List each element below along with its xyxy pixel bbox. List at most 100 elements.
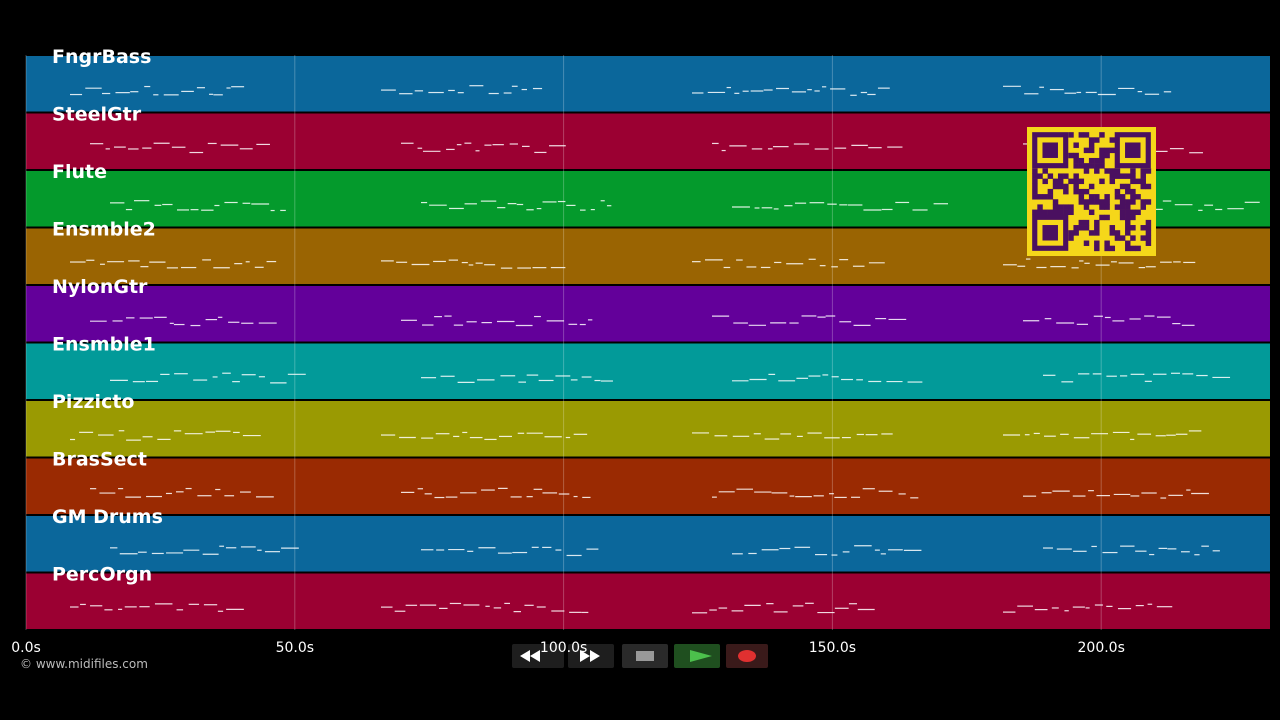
qr-finder: [1032, 214, 1069, 251]
qr-module: [1057, 183, 1064, 190]
qr-module: [1032, 168, 1038, 174]
qr-module: [1078, 199, 1085, 205]
qr-module: [1088, 199, 1095, 205]
qr-module: [1114, 204, 1121, 210]
track-lane: [26, 516, 1270, 572]
qr-module: [1130, 173, 1136, 179]
qr-module: [1125, 230, 1131, 236]
qr-module: [1052, 183, 1059, 190]
qr-module: [1140, 204, 1146, 210]
qr-module: [1068, 178, 1074, 185]
qr-module: [1104, 214, 1110, 221]
qr-module: [1109, 225, 1116, 231]
qr-module: [1099, 204, 1105, 210]
qr-module: [1063, 209, 1069, 216]
qr-module: [1130, 178, 1136, 185]
qr-module: [1037, 194, 1043, 200]
qr-module: [1099, 178, 1105, 185]
qr-module: [1052, 204, 1059, 210]
qr-code: [1027, 127, 1156, 256]
qr-module: [1135, 178, 1141, 185]
time-tick-label: 100.0s: [540, 640, 587, 656]
qr-module: [1109, 178, 1116, 185]
time-tick-label: 0.0s: [11, 640, 41, 656]
qr-module: [1063, 183, 1069, 190]
track-lane: [26, 573, 1270, 629]
qr-module: [1073, 173, 1079, 179]
qr-module: [1047, 188, 1054, 195]
track-name: NylonGtr: [52, 276, 148, 298]
qr-finder-center: [1125, 142, 1141, 158]
qr-module: [1073, 152, 1079, 159]
qr-module: [1078, 225, 1085, 231]
qr-module: [1042, 178, 1048, 185]
qr-module: [1119, 204, 1126, 210]
qr-module: [1063, 204, 1069, 210]
qr-module: [1114, 188, 1121, 195]
qr-module: [1037, 173, 1043, 179]
forward-icon: [580, 650, 600, 662]
qr-module: [1135, 194, 1141, 200]
track-lane: [26, 343, 1270, 399]
qr-module: [1052, 199, 1059, 205]
qr-module: [1109, 173, 1116, 179]
track-lane: [26, 401, 1270, 457]
qr-module: [1125, 209, 1131, 216]
qr-module: [1140, 235, 1146, 241]
qr-module: [1130, 235, 1136, 241]
qr-module: [1140, 168, 1146, 174]
qr-module: [1114, 194, 1121, 200]
qr-module: [1104, 152, 1110, 159]
track-name: Pizzicto: [52, 391, 134, 413]
stop-icon: [636, 651, 654, 661]
qr-module: [1068, 152, 1074, 159]
qr-module: [1063, 188, 1069, 195]
qr-module: [1109, 230, 1116, 236]
qr-module: [1130, 188, 1136, 195]
note-rolls: [70, 85, 1260, 614]
qr-module: [1073, 157, 1079, 164]
qr-module: [1140, 178, 1146, 185]
qr-module: [1083, 168, 1090, 174]
qr-module: [1125, 188, 1131, 195]
qr-module: [1094, 230, 1100, 236]
qr-module: [1088, 157, 1095, 164]
qr-module: [1047, 194, 1054, 200]
qr-module: [1109, 168, 1116, 174]
qr-module: [1130, 245, 1136, 252]
qr-module: [1032, 209, 1038, 216]
qr-module: [1099, 147, 1105, 154]
track-labels: FngrBass SteelGtr Flute Ensmble2 NylonGtr Ens…: [52, 46, 163, 586]
qr-module: [1083, 219, 1090, 226]
qr-module: [1099, 163, 1105, 169]
qr-module: [1125, 199, 1131, 205]
qr-module: [1104, 168, 1110, 174]
qr-module: [1114, 168, 1121, 174]
qr-module: [1145, 230, 1152, 236]
qr-module: [1104, 194, 1110, 200]
track-lane: [26, 458, 1270, 514]
qr-module: [1083, 240, 1090, 246]
qr-module: [1099, 199, 1105, 205]
qr-module: [1130, 225, 1136, 231]
qr-finder: [1114, 132, 1151, 169]
qr-module: [1032, 188, 1038, 195]
qr-module: [1114, 235, 1121, 241]
rewind-icon: [520, 650, 540, 662]
qr-module: [1094, 199, 1100, 205]
qr-finder: [1032, 132, 1069, 169]
qr-module: [1063, 173, 1069, 179]
qr-module: [1073, 230, 1079, 236]
qr-module: [1088, 147, 1095, 154]
qr-module: [1145, 183, 1152, 190]
qr-module: [1109, 245, 1116, 252]
qr-module: [1068, 230, 1074, 236]
qr-module: [1125, 173, 1131, 179]
qr-module: [1119, 194, 1126, 200]
qr-module: [1119, 173, 1126, 179]
qr-module: [1125, 219, 1131, 226]
qr-module: [1094, 240, 1100, 246]
qr-module: [1114, 173, 1121, 179]
qr-module: [1073, 163, 1079, 169]
qr-module: [1073, 183, 1079, 190]
